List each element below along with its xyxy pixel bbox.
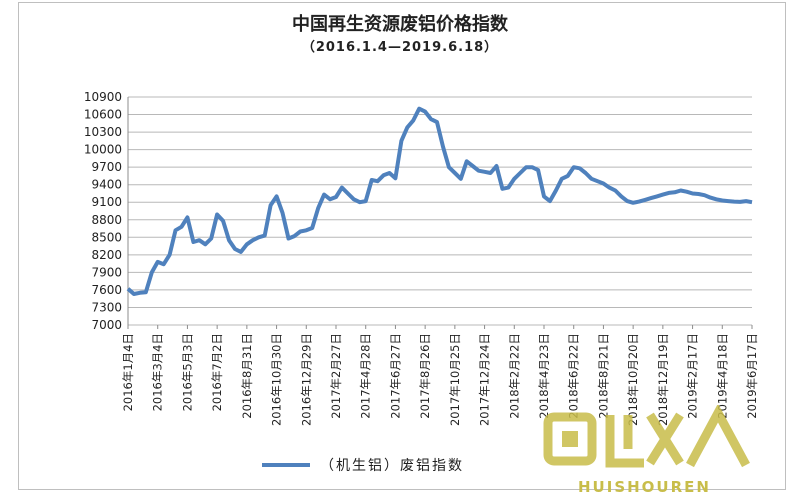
x-tick-label: 2017年10月25日 [448,333,462,426]
x-tick-label: 2019年6月17日 [745,333,759,419]
y-tick-label: 10600 [84,108,122,122]
x-tick-label: 2018年10月20日 [626,333,640,426]
y-tick-label: 8200 [91,248,122,262]
legend-label: （机生铝）废铝指数 [320,458,464,474]
legend-swatch [262,463,310,467]
x-tick-label: 2016年5月3日 [180,333,194,411]
y-tick-label: 9700 [91,160,122,174]
series-line [126,106,753,296]
chart-subtitle: （2016.1.4—2019.6.18） [301,40,499,55]
y-tick-label: 9400 [91,178,122,192]
x-tick-label: 2018年12月19日 [656,333,670,426]
x-tick-label: 2016年1月4日 [121,333,135,411]
x-tick-label: 2019年4月18日 [715,333,729,419]
y-tick-label: 10900 [84,90,122,104]
x-tick-label: 2019年2月17日 [686,333,700,419]
y-tick-label: 7900 [91,265,122,279]
legend: （机生铝）废铝指数 [262,455,464,475]
x-tick-label: 2017年2月27日 [329,333,343,419]
x-tick-label: 2018年4月23日 [537,333,551,419]
y-tick-label: 10300 [84,125,122,139]
chart-title: 中国再生资源废铝价格指数 [292,14,508,35]
x-tick-label: 2018年8月21日 [596,333,610,419]
x-tick-label: 2017年6月27日 [388,333,402,419]
chart-frame [18,2,786,490]
y-tick-label: 7600 [91,283,122,297]
x-tick-label: 2016年8月31日 [240,333,254,419]
recycle-logo-watermark [543,405,750,468]
x-tick-label: 2017年4月28日 [359,333,373,419]
y-tick-label: 8800 [91,213,122,227]
y-tick-label: 10000 [84,143,122,157]
x-tick-label: 2016年10月30日 [270,333,284,426]
watermark-text: HUISHOUREN [578,478,711,496]
x-tick-label: 2016年3月4日 [151,333,165,411]
x-tick-label: 2017年12月24日 [478,333,492,426]
y-tick-label: 7000 [91,318,122,332]
x-tick-label: 2018年2月22日 [507,333,521,419]
x-tick-label: 2017年8月26日 [418,333,432,419]
y-tick-label: 7300 [91,300,122,314]
y-tick-label: 9100 [91,195,122,209]
x-tick-label: 2018年6月22日 [567,333,581,419]
y-tick-label: 8500 [91,230,122,244]
x-tick-label: 2016年12月29日 [299,333,313,426]
x-tick-label: 2016年7月2日 [210,333,224,411]
